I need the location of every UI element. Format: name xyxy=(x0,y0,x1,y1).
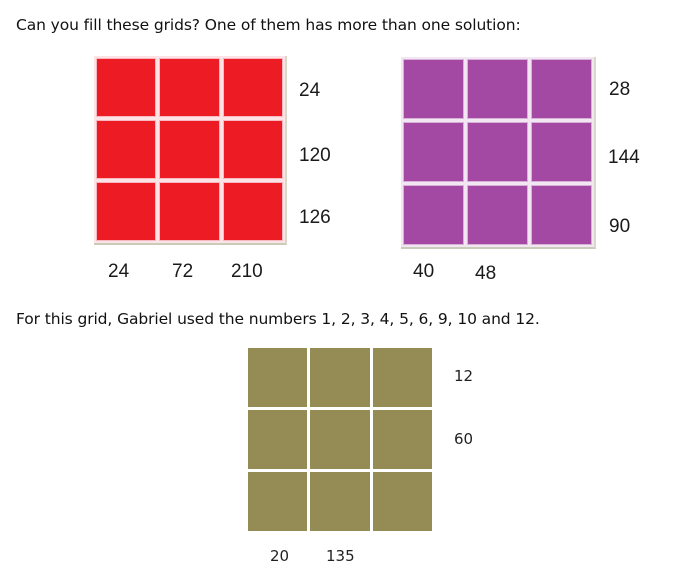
col-product-label: 210 xyxy=(231,261,263,282)
grid-cell[interactable] xyxy=(531,59,592,119)
grid-cell[interactable] xyxy=(96,58,157,117)
grid-cell[interactable] xyxy=(403,59,464,119)
grid-cell[interactable] xyxy=(222,58,283,117)
grid-cell[interactable] xyxy=(310,410,370,469)
grid-cell[interactable] xyxy=(222,182,283,241)
intro-text: Can you fill these grids? One of them ha… xyxy=(16,16,521,34)
grid-cell[interactable] xyxy=(96,182,157,241)
col-product-label: 72 xyxy=(172,261,194,282)
grid-cell[interactable] xyxy=(372,472,432,531)
col-product-label: 40 xyxy=(413,261,435,282)
grid-cell[interactable] xyxy=(159,120,220,179)
row-product-label: 12 xyxy=(454,367,474,385)
grid-cell[interactable] xyxy=(159,182,220,241)
grid-cell[interactable] xyxy=(159,58,220,117)
grid-cell[interactable] xyxy=(248,410,308,469)
col-product-label: 24 xyxy=(108,261,130,282)
row-product-label: 60 xyxy=(454,430,474,448)
grid-cell[interactable] xyxy=(372,348,432,407)
grid-cell[interactable] xyxy=(467,185,528,245)
grid-cell[interactable] xyxy=(531,122,592,182)
grid-cell[interactable] xyxy=(310,472,370,531)
olive-grid xyxy=(248,348,432,531)
grid-cell[interactable] xyxy=(531,185,592,245)
grid-cell[interactable] xyxy=(248,472,308,531)
grid-cell[interactable] xyxy=(403,185,464,245)
purple-grid xyxy=(401,57,596,249)
grid-cell[interactable] xyxy=(467,122,528,182)
row-product-label: 28 xyxy=(609,79,631,100)
col-product-label: 20 xyxy=(270,547,290,565)
grid-cell[interactable] xyxy=(372,410,432,469)
row-product-label: 126 xyxy=(299,207,331,228)
grid-cell[interactable] xyxy=(467,59,528,119)
col-product-label: 48 xyxy=(475,263,497,284)
grid-cell[interactable] xyxy=(403,122,464,182)
grid-cell[interactable] xyxy=(96,120,157,179)
row-product-label: 24 xyxy=(299,80,321,101)
col-product-label: 135 xyxy=(326,547,355,565)
grid-cell[interactable] xyxy=(248,348,308,407)
row-product-label: 144 xyxy=(608,147,640,168)
gabriel-text: For this grid, Gabriel used the numbers … xyxy=(16,310,540,328)
red-grid xyxy=(94,56,287,245)
grid-cell[interactable] xyxy=(222,120,283,179)
grid-cell[interactable] xyxy=(310,348,370,407)
row-product-label: 120 xyxy=(299,145,331,166)
row-product-label: 90 xyxy=(609,216,631,237)
